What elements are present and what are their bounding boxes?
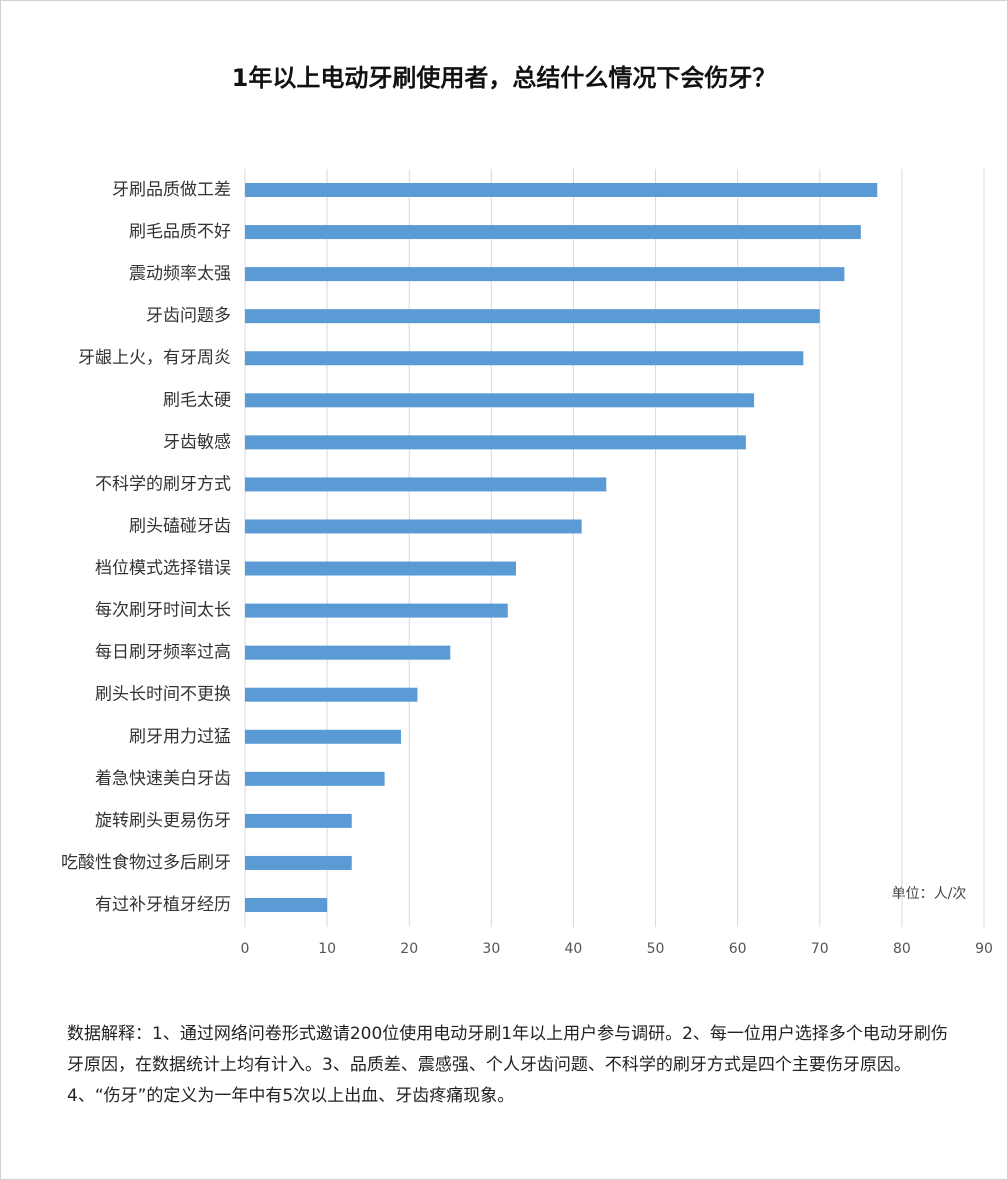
note: 数据解释：1、通过网络问卷形式邀请200位使用电动牙刷1年以上用户参与调研。2、… bbox=[67, 1024, 948, 1106]
x-tick-label: 10 bbox=[318, 941, 336, 957]
bar bbox=[245, 183, 878, 197]
y-tick-label: 档位模式选择错误 bbox=[95, 559, 231, 579]
y-tick-label: 每日刷牙频率过高 bbox=[95, 643, 231, 663]
bar bbox=[245, 687, 418, 702]
y-tick-label: 吃酸性食物过多后刷牙 bbox=[61, 853, 231, 873]
y-tick-label: 刷牙用力过猛 bbox=[129, 727, 231, 747]
bar bbox=[245, 898, 328, 913]
bar bbox=[245, 813, 352, 828]
y-tick-label: 刷毛太硬 bbox=[163, 390, 231, 410]
y-tick-label: 每次刷牙时间太长 bbox=[95, 601, 231, 621]
bar bbox=[245, 603, 508, 618]
x-tick-label: 70 bbox=[811, 941, 829, 957]
bar bbox=[245, 267, 845, 282]
x-tick-label: 20 bbox=[400, 941, 418, 957]
y-tick-label: 刷毛品质不好 bbox=[129, 222, 231, 242]
y-tick-label: 牙龈上火，有牙周炎 bbox=[78, 348, 231, 368]
chart-title: 1年以上电动牙刷使用者，总结什么情况下会伤牙？ bbox=[232, 64, 777, 92]
bar bbox=[245, 477, 607, 492]
y-tick-label: 旋转刷头更易伤牙 bbox=[95, 811, 231, 831]
bar bbox=[245, 435, 746, 450]
y-tick-label: 牙刷品质做工差 bbox=[112, 180, 231, 200]
bar bbox=[245, 351, 804, 366]
x-tick-label: 90 bbox=[975, 941, 993, 957]
chart: 1年以上电动牙刷使用者，总结什么情况下会伤牙？ 单位：人/次 0 10 20 30 40… bbox=[61, 64, 993, 957]
y-tick-label: 刷头长时间不更换 bbox=[95, 685, 231, 705]
y-tick-label: 刷头磕碰牙齿 bbox=[129, 516, 231, 536]
x-tick-label: 40 bbox=[565, 941, 583, 957]
bar bbox=[245, 225, 861, 240]
x-tick-label: 60 bbox=[729, 941, 747, 957]
y-tick-label: 牙齿敏感 bbox=[163, 432, 231, 452]
bar bbox=[245, 729, 402, 744]
bar bbox=[245, 645, 451, 660]
y-tick-label: 震动频率太强 bbox=[129, 264, 231, 284]
bar bbox=[245, 519, 582, 534]
bar bbox=[245, 855, 352, 870]
bar bbox=[245, 771, 385, 786]
y-tick-label: 不科学的刷牙方式 bbox=[95, 474, 231, 494]
y-tick-label: 着急快速美白牙齿 bbox=[95, 769, 231, 789]
x-tick-label: 0 bbox=[241, 941, 250, 957]
bar bbox=[245, 309, 820, 324]
y-tick-label: 有过补牙植牙经历 bbox=[95, 895, 231, 915]
bar bbox=[245, 561, 516, 576]
x-tick-label: 80 bbox=[893, 941, 911, 957]
unit-note: 单位：人/次 bbox=[892, 886, 967, 902]
x-tick-label: 30 bbox=[482, 941, 500, 957]
y-tick-label: 牙齿问题多 bbox=[146, 306, 231, 326]
bar bbox=[245, 393, 755, 408]
x-tick-label: 50 bbox=[647, 941, 665, 957]
